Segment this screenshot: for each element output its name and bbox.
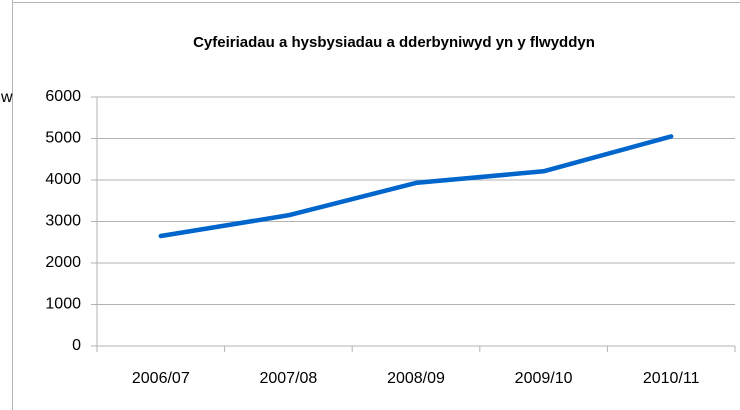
x-tick-label: 2007/08 <box>259 370 317 387</box>
y-tick-label: 3000 <box>45 213 81 230</box>
y-tick-label: 6000 <box>45 88 81 105</box>
x-tick-label: 2008/09 <box>387 370 445 387</box>
axis-label-fragment: w <box>0 89 13 106</box>
x-tick-label: 2010/11 <box>643 370 700 387</box>
y-tick-label: 1000 <box>45 296 81 313</box>
x-tick-label: 2006/07 <box>132 370 190 387</box>
x-tick-label: 2009/10 <box>515 370 573 387</box>
y-tick-label: 2000 <box>45 254 81 271</box>
chart-title: Cyfeiriadau a hysbysiadau a dderbyniwyd … <box>193 34 595 51</box>
y-tick-label: 0 <box>72 337 81 354</box>
y-tick-label: 4000 <box>45 171 81 188</box>
data-line <box>158 134 674 239</box>
y-tick-label: 5000 <box>45 130 81 147</box>
